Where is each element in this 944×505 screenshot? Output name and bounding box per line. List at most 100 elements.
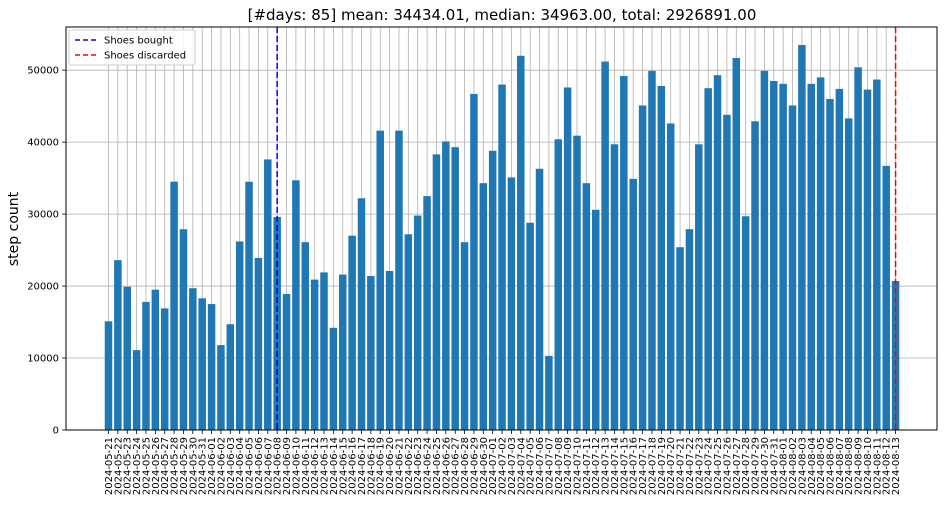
x-tick-label: 2024-07-09 (563, 437, 574, 495)
bar (498, 84, 506, 431)
bar (357, 198, 366, 430)
legend: Shoes bought Shoes discarded (68, 29, 196, 66)
bar (723, 114, 731, 431)
bar (526, 222, 534, 430)
x-tick-label: 2024-07-25 (713, 437, 724, 495)
bar (423, 196, 431, 430)
x-tick-label: 2024-06-10 (291, 437, 302, 495)
bar (160, 308, 169, 430)
bar (282, 293, 291, 430)
x-tick-label: 2024-08-10 (863, 437, 874, 495)
x-tick-label: 2024-06-22 (404, 437, 415, 495)
x-tick-label: 2024-07-16 (629, 437, 640, 495)
x-tick-label: 2024-08-03 (797, 437, 808, 495)
x-tick-label: 2024-06-04 (235, 437, 246, 495)
bar (751, 121, 759, 430)
x-tick-label: 2024-06-13 (320, 437, 331, 495)
bar (638, 105, 647, 430)
bar (339, 274, 347, 430)
x-tick-label: 2024-06-11 (301, 437, 312, 495)
bar (582, 183, 591, 430)
x-tick-label: 2024-07-21 (676, 437, 687, 495)
bar (760, 70, 769, 430)
bars (104, 44, 900, 431)
x-tick-label: 2024-07-02 (498, 437, 509, 495)
x-tick-label: 2024-08-02 (788, 437, 799, 495)
bar (142, 301, 150, 430)
x-tick-label: 2024-08-08 (844, 437, 855, 495)
bar (732, 57, 741, 430)
x-tick-label: 2024-05-29 (179, 437, 190, 495)
x-tick-label: 2024-07-01 (488, 437, 499, 495)
x-tick-label: 2024-06-12 (310, 437, 321, 495)
x-tick-label: 2024-07-29 (751, 437, 762, 495)
x-tick-label: 2024-06-21 (394, 437, 405, 495)
bar (517, 55, 525, 431)
chart-title: [#days: 85] mean: 34434.01, median: 3496… (248, 6, 757, 24)
x-tick-label: 2024-07-08 (554, 437, 565, 495)
bar (329, 327, 338, 430)
x-tick-label: 2024-07-23 (694, 437, 705, 495)
bar (882, 165, 890, 431)
x-tick-label: 2024-07-03 (507, 437, 518, 495)
x-tick-label: 2024-08-13 (891, 437, 902, 495)
bar (676, 247, 684, 430)
x-tick-label: 2024-05-23 (123, 437, 134, 495)
x-tick-label: 2024-06-29 (469, 437, 480, 495)
x-tick-label: 2024-06-25 (432, 437, 443, 495)
bar (507, 177, 516, 430)
bar (198, 298, 206, 430)
bar (123, 286, 131, 430)
x-tick-label: 2024-07-04 (516, 437, 527, 495)
bar (610, 144, 619, 430)
x-tick-label: 2024-06-06 (254, 437, 265, 495)
bar (545, 355, 553, 430)
bar (620, 75, 628, 430)
bar (254, 258, 263, 430)
bar (788, 105, 797, 430)
bar (741, 216, 750, 430)
x-tick-label: 2024-06-17 (357, 437, 368, 495)
bar (310, 279, 319, 430)
bar (114, 260, 122, 430)
bar (207, 304, 216, 430)
bar (245, 181, 253, 430)
x-tick-label: 2024-07-31 (769, 437, 780, 495)
x-tick-label: 2024-06-02 (216, 437, 227, 495)
y-tick-label: 0 (53, 426, 59, 437)
x-tick-label: 2024-07-07 (544, 437, 555, 495)
bar (226, 324, 235, 430)
x-tick-label: 2024-07-27 (732, 437, 743, 495)
x-tick-label: 2024-05-26 (151, 437, 162, 495)
x-tick-label: 2024-06-28 (460, 437, 471, 495)
x-tick-label: 2024-07-14 (610, 437, 621, 495)
bar (320, 272, 328, 430)
bar (573, 135, 581, 430)
bar (179, 229, 188, 430)
x-tick-label: 2024-07-20 (666, 437, 677, 495)
bar (666, 123, 675, 431)
x-tick-label: 2024-06-26 (441, 437, 452, 495)
y-tick-label: 10000 (27, 354, 59, 365)
bar (685, 229, 694, 430)
bar (348, 235, 356, 430)
x-tick-label: 2024-06-20 (385, 437, 396, 495)
event-lines (276, 27, 897, 430)
bar (376, 130, 384, 430)
bar (798, 44, 806, 431)
bar (132, 350, 141, 430)
bar (367, 275, 375, 430)
bar (648, 70, 656, 430)
bar (713, 75, 722, 431)
x-tick-label: 2024-05-27 (160, 437, 171, 495)
x-tick-label: 2024-08-06 (825, 437, 836, 495)
x-tick-label: 2024-06-27 (451, 437, 462, 495)
y-tick-label: 50000 (27, 66, 59, 77)
bar (835, 88, 844, 430)
x-tick-label: 2024-06-16 (348, 437, 359, 495)
x-tick-label: 2024-06-30 (479, 437, 490, 495)
x-tick-label: 2024-06-19 (376, 437, 387, 495)
bar (432, 154, 441, 431)
bar (657, 86, 666, 430)
bar (807, 83, 815, 431)
